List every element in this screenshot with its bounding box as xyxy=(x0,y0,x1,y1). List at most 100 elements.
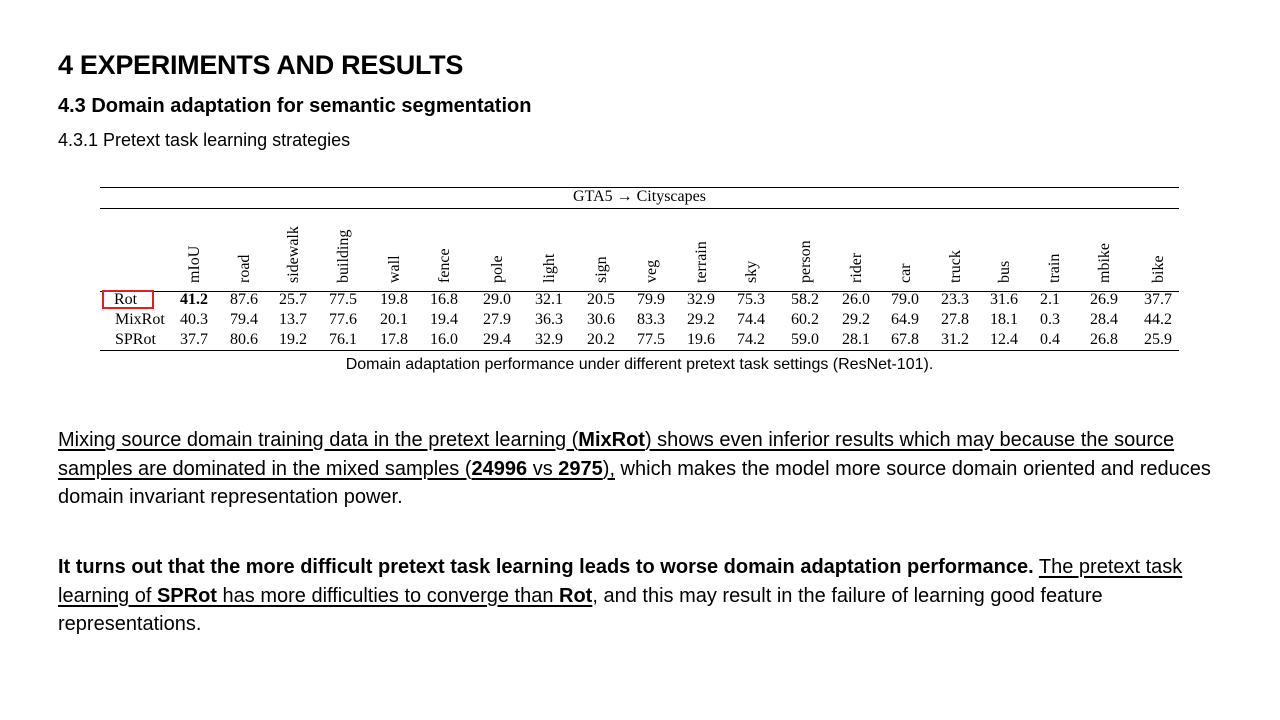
p1-mixrot: MixRot xyxy=(578,429,645,451)
table-top-rule xyxy=(100,187,1179,188)
table-title: GTA5 → Cityscapes xyxy=(573,188,706,205)
table-cell: 12.4 xyxy=(990,331,1018,348)
p1-text-2: ) shows even inferior results which may … xyxy=(58,429,1175,480)
table-cell: 26.8 xyxy=(1090,331,1118,348)
table-cell: 25.9 xyxy=(1144,331,1172,348)
table-cell: 79.4 xyxy=(230,311,258,328)
column-header-pole: pole xyxy=(489,255,506,283)
paragraph-mixrot: Mixing source domain training data in th… xyxy=(58,426,1228,512)
table-cell: 29.2 xyxy=(687,311,715,328)
subsection-heading: 4.3 Domain adaptation for semantic segme… xyxy=(58,95,532,117)
p2-text-2: has more difficulties to converge than xyxy=(216,584,560,607)
table-cell: 58.2 xyxy=(791,291,819,308)
table-cell: 64.9 xyxy=(891,311,919,328)
table-cell: 83.3 xyxy=(637,311,665,328)
row-label-mixrot: MixRot xyxy=(115,311,165,328)
p1-text-1: Mixing source domain training data in th… xyxy=(58,429,579,451)
p2-rot: Rot xyxy=(559,584,593,607)
table-cell: 20.2 xyxy=(587,331,615,348)
table-cell: 26.9 xyxy=(1090,291,1118,308)
table-caption: Domain adaptation performance under diff… xyxy=(345,356,934,373)
table-cell: 32.9 xyxy=(687,291,715,308)
table-cell: 36.3 xyxy=(535,311,563,328)
table-cell: 29.4 xyxy=(483,331,511,348)
table-cell: 32.9 xyxy=(535,331,563,348)
table-bottom-rule xyxy=(100,350,1179,351)
table-cell: 74.4 xyxy=(737,311,765,328)
table-cell: 27.8 xyxy=(941,311,969,328)
column-header-truck: truck xyxy=(947,250,964,283)
table-cell: 19.6 xyxy=(687,331,715,348)
column-header-fence: fence xyxy=(436,248,453,283)
column-header-veg: veg xyxy=(643,259,660,283)
table-cell: 20.1 xyxy=(380,311,408,328)
table-cell: 18.1 xyxy=(990,311,1018,328)
table-cell: 77.5 xyxy=(637,331,665,348)
table-cell: 37.7 xyxy=(1144,291,1172,308)
p2-text-3: , and this may result in the failure of … xyxy=(58,584,1103,636)
table-cell: 19.4 xyxy=(430,311,458,328)
column-header-sidewalk: sidewalk xyxy=(285,226,302,283)
table-cell: 41.2 xyxy=(180,291,208,308)
table-cell: 28.4 xyxy=(1090,311,1118,328)
table-cell: 19.2 xyxy=(279,331,307,348)
p2-text-1: The pretext task learning of xyxy=(58,556,1183,607)
table-cell: 80.6 xyxy=(230,331,258,348)
column-header-train: train xyxy=(1046,253,1063,283)
table-cell: 16.8 xyxy=(430,291,458,308)
table-cell: 17.8 xyxy=(380,331,408,348)
table-cell: 29.2 xyxy=(842,311,870,328)
table-cell: 67.8 xyxy=(891,331,919,348)
column-header-terrain: terrain xyxy=(693,241,710,283)
table-cell: 30.6 xyxy=(587,311,615,328)
table-cell: 60.2 xyxy=(791,311,819,328)
table-cell: 31.6 xyxy=(990,291,1018,308)
column-header-sky: sky xyxy=(743,260,760,283)
table-cell: 40.3 xyxy=(180,311,208,328)
table-cell: 29.0 xyxy=(483,291,511,308)
table-cell: 16.0 xyxy=(430,331,458,348)
p1-target-count: 2975 xyxy=(558,457,603,480)
column-header-sign: sign xyxy=(593,256,610,283)
p1-source-count: 24996 xyxy=(471,457,528,480)
table-header-rule xyxy=(100,291,1179,292)
table-cell: 77.6 xyxy=(329,311,357,328)
p1-text-3: which makes the model more source domain… xyxy=(58,457,1211,509)
table-cell: 76.1 xyxy=(329,331,357,348)
section-heading: 4 EXPERIMENTS AND RESULTS xyxy=(58,50,464,80)
table-cell: 25.7 xyxy=(279,291,307,308)
column-header-road: road xyxy=(236,254,253,283)
table-cell: 23.3 xyxy=(941,291,969,308)
table-cell: 87.6 xyxy=(230,291,258,308)
column-header-car: car xyxy=(897,263,914,283)
table-cell: 44.2 xyxy=(1144,311,1172,328)
table-title-rule xyxy=(100,208,1179,209)
column-header-wall: wall xyxy=(386,255,403,283)
column-header-bike: bike xyxy=(1150,255,1167,283)
table-cell: 28.1 xyxy=(842,331,870,348)
table-cell: 37.7 xyxy=(180,331,208,348)
column-header-mbike: mbike xyxy=(1096,243,1113,283)
table-cell: 32.1 xyxy=(535,291,563,308)
table-cell: 74.2 xyxy=(737,331,765,348)
table-cell: 31.2 xyxy=(941,331,969,348)
row-label-rot: Rot xyxy=(114,291,138,308)
table-cell: 79.0 xyxy=(891,291,919,308)
column-header-bus: bus xyxy=(996,260,1013,283)
column-header-light: light xyxy=(541,253,558,283)
column-header-building: building xyxy=(335,229,352,283)
table-cell: 77.5 xyxy=(329,291,357,308)
table-cell: 79.9 xyxy=(637,291,665,308)
p2-sprot: SPRot xyxy=(156,584,217,607)
paragraph-sprot: It turns out that the more difficult pre… xyxy=(58,553,1228,639)
table-cell: 2.1 xyxy=(1040,291,1060,308)
column-header-miou: mIoU xyxy=(186,245,203,283)
table-cell: 59.0 xyxy=(791,331,819,348)
column-header-person: person xyxy=(797,240,814,283)
p1-vs: vs xyxy=(527,457,559,480)
p1-close: ), xyxy=(602,457,615,480)
subsubsection-heading: 4.3.1 Pretext task learning strategies xyxy=(58,130,351,150)
row-label-sprot: SPRot xyxy=(115,331,156,348)
table-cell: 0.3 xyxy=(1040,311,1060,328)
table-cell: 13.7 xyxy=(279,311,307,328)
